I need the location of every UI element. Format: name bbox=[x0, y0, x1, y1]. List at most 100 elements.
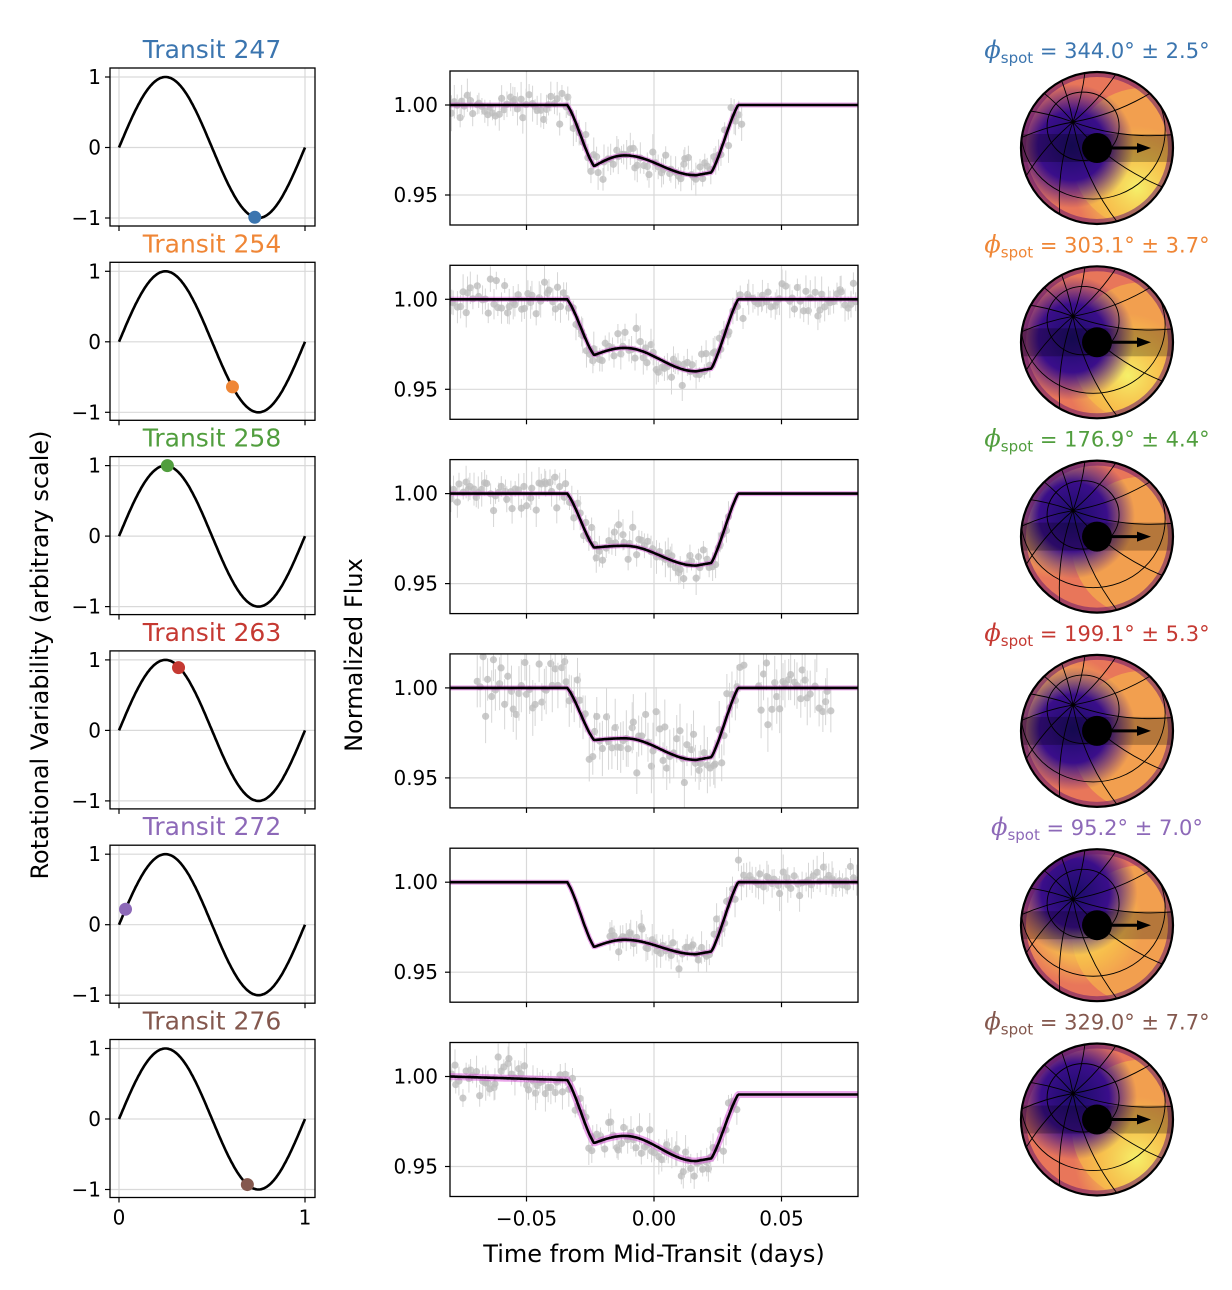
data-point bbox=[570, 514, 578, 522]
meridian-line bbox=[1021, 885, 1074, 900]
data-point bbox=[696, 163, 704, 171]
stellar-map: ϕspot = 329.0° ± 7.7° bbox=[984, 1008, 1210, 1197]
meridian-line bbox=[1021, 1093, 1074, 1174]
data-point bbox=[576, 696, 584, 704]
data-point bbox=[589, 752, 597, 761]
map-outline bbox=[1019, 848, 1175, 1003]
y-tick-label: 1.00 bbox=[393, 287, 438, 311]
meridian-line bbox=[1072, 510, 1154, 613]
rotation-curve bbox=[117, 270, 307, 414]
meridian-line bbox=[1021, 121, 1074, 203]
data-point bbox=[483, 479, 491, 488]
data-point bbox=[598, 744, 606, 753]
data-point bbox=[582, 518, 590, 527]
meridian-line bbox=[1072, 266, 1173, 317]
data-point bbox=[724, 141, 733, 150]
data-point bbox=[627, 930, 635, 938]
spot-arrow-head bbox=[1137, 725, 1151, 736]
y-tick-label: −1 bbox=[72, 595, 101, 619]
data-point bbox=[520, 304, 529, 313]
data-point bbox=[688, 361, 696, 369]
data-point bbox=[455, 1077, 463, 1085]
rotation-panel: 1 0 −1 0 1 Transit 276 bbox=[72, 1007, 316, 1230]
panel-title: Transit 276 bbox=[142, 1007, 281, 1036]
data-point bbox=[739, 314, 747, 323]
data-point bbox=[556, 120, 564, 128]
data-point bbox=[822, 698, 830, 706]
data-point bbox=[676, 727, 684, 735]
data-point bbox=[793, 283, 801, 292]
data-point bbox=[676, 565, 684, 574]
spot-arrow-head bbox=[1137, 1114, 1151, 1125]
y-tick-label: 1 bbox=[88, 1037, 101, 1061]
meridian-line bbox=[1021, 654, 1074, 706]
y-tick-label: −1 bbox=[72, 206, 101, 230]
spot-marker bbox=[1082, 715, 1112, 746]
meridian-line bbox=[1072, 316, 1154, 419]
data-point bbox=[632, 1144, 640, 1152]
phi-spot-label: ϕspot = 176.9° ± 4.4° bbox=[984, 425, 1209, 456]
data-point bbox=[466, 284, 474, 292]
data-point bbox=[633, 769, 641, 777]
data-point bbox=[690, 1172, 698, 1180]
meridian-line bbox=[1072, 460, 1088, 511]
data-point bbox=[532, 1089, 540, 1097]
data-point bbox=[624, 745, 632, 753]
data-point bbox=[787, 670, 795, 679]
data-point bbox=[482, 712, 490, 720]
meridian-line bbox=[1072, 266, 1088, 317]
data-point bbox=[456, 114, 464, 122]
data-point bbox=[643, 359, 651, 367]
data-point bbox=[545, 286, 553, 294]
data-point bbox=[802, 287, 810, 295]
spot-arrow-head bbox=[1137, 337, 1151, 348]
meridian-line bbox=[1072, 1043, 1173, 1094]
plot-area bbox=[450, 1042, 858, 1189]
data-point bbox=[658, 1155, 666, 1164]
meridian-line bbox=[1072, 849, 1154, 900]
phase-marker bbox=[240, 1178, 254, 1192]
y-tick-label: 1 bbox=[88, 259, 101, 283]
data-point bbox=[846, 862, 855, 871]
data-point bbox=[779, 868, 787, 876]
data-point bbox=[476, 1092, 484, 1100]
data-point bbox=[488, 692, 496, 701]
meridian-line bbox=[1072, 654, 1088, 706]
data-point bbox=[515, 689, 523, 698]
data-point bbox=[636, 337, 644, 346]
data-point bbox=[731, 117, 740, 125]
data-point bbox=[674, 360, 682, 368]
data-point bbox=[738, 120, 746, 128]
meridian-line bbox=[1072, 898, 1173, 914]
data-point bbox=[519, 114, 527, 122]
spot-marker bbox=[1082, 521, 1112, 552]
y-tick-label: 0 bbox=[88, 1107, 101, 1131]
data-point bbox=[450, 109, 456, 117]
data-point bbox=[520, 482, 528, 491]
data-point bbox=[517, 1070, 525, 1078]
data-point bbox=[546, 478, 554, 486]
map-outline bbox=[1019, 1042, 1175, 1197]
meridian-line bbox=[1072, 72, 1088, 123]
data-point bbox=[695, 766, 703, 774]
data-point bbox=[783, 874, 791, 882]
data-point bbox=[551, 665, 559, 673]
meridian-line bbox=[1058, 1093, 1074, 1196]
data-point bbox=[620, 1123, 628, 1132]
data-point bbox=[520, 1062, 528, 1070]
latitude-line bbox=[1046, 1063, 1120, 1133]
rotation-curve bbox=[117, 464, 307, 608]
y-tick-label: 1.00 bbox=[393, 93, 438, 117]
data-point bbox=[608, 744, 616, 752]
data-point bbox=[849, 279, 858, 287]
data-point bbox=[649, 148, 657, 156]
rotation-panel: 1 0 −1 Transit 258 bbox=[72, 424, 316, 620]
data-point bbox=[614, 330, 622, 338]
data-point bbox=[491, 1080, 499, 1088]
data-point bbox=[680, 575, 688, 583]
data-point bbox=[498, 94, 506, 102]
data-point bbox=[595, 547, 603, 555]
meridian-line bbox=[1021, 72, 1074, 123]
panel-title: Transit 263 bbox=[142, 618, 281, 647]
data-point bbox=[819, 863, 828, 871]
